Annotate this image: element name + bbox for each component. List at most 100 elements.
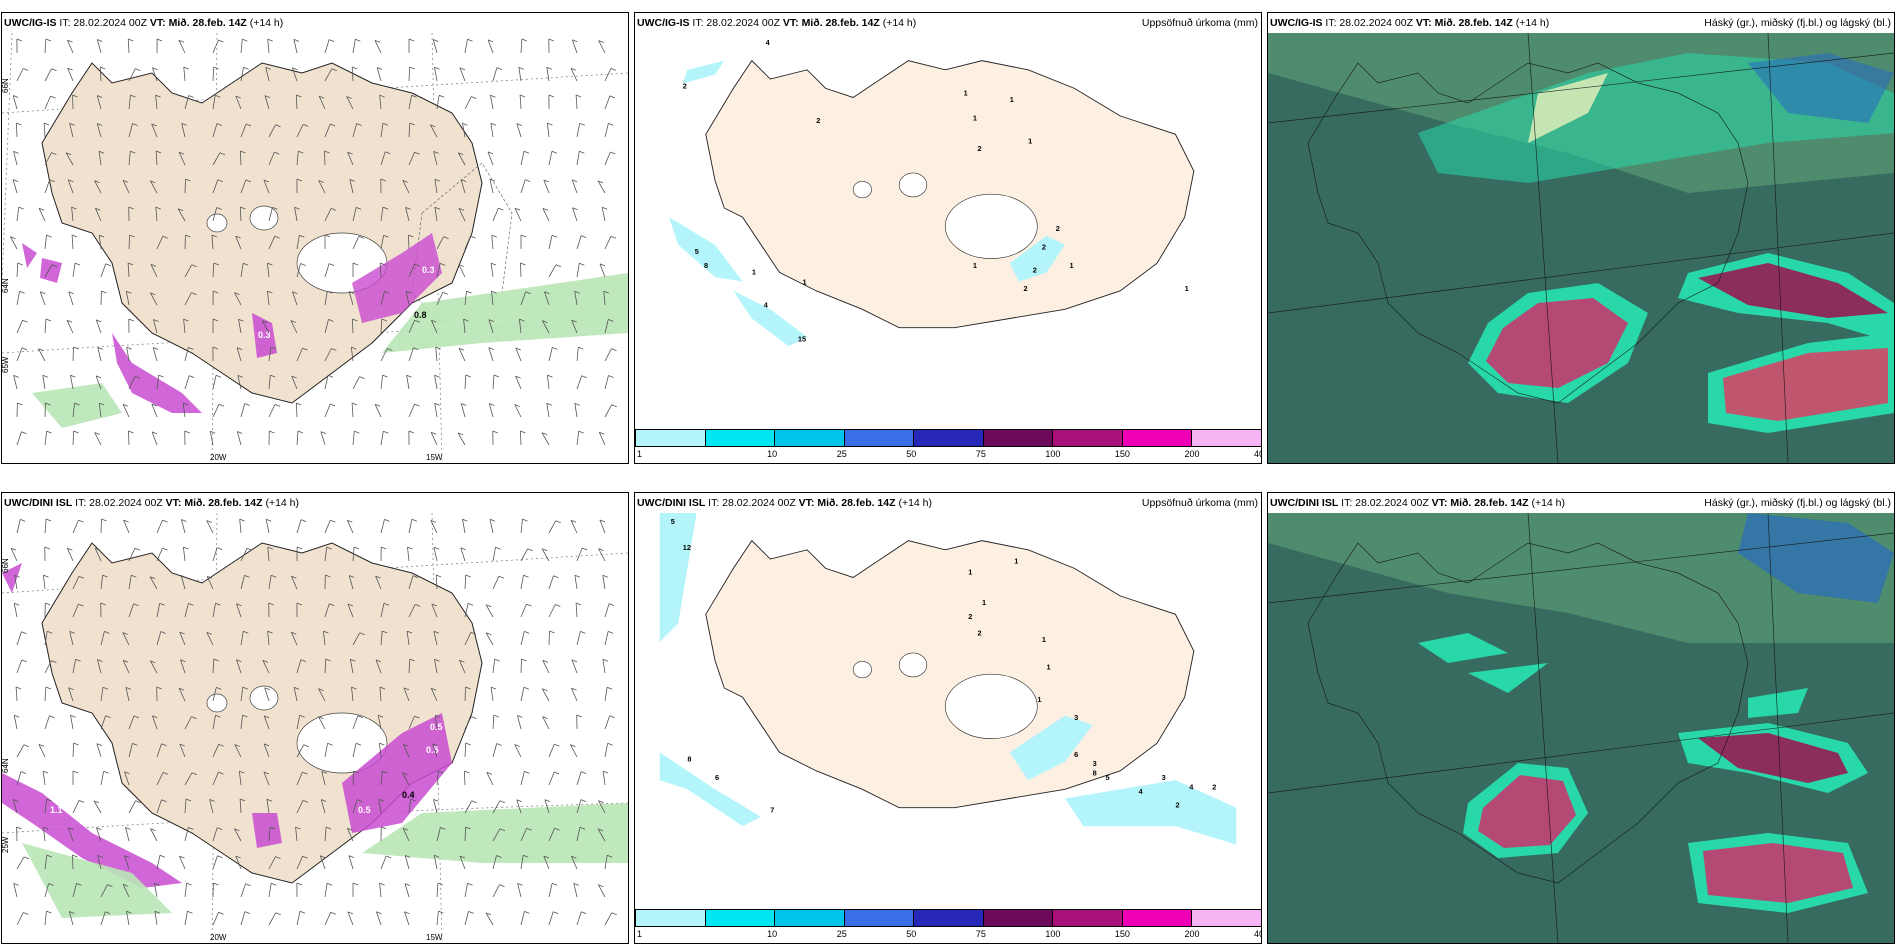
wind-barb xyxy=(184,603,189,618)
wind-barb xyxy=(462,123,466,138)
wind-barb-flag xyxy=(514,744,520,747)
wind-barb-flag xyxy=(541,548,548,552)
wind-barb-flag xyxy=(132,123,138,126)
wind-barb-flag xyxy=(382,122,389,126)
wind-barb-flag xyxy=(355,742,362,746)
wind-barb-flag xyxy=(525,179,531,182)
wind-barb-flag xyxy=(499,800,505,804)
wind-barb xyxy=(100,263,107,278)
wind-barb xyxy=(240,687,244,702)
wind-barb xyxy=(68,687,74,702)
wind-barb xyxy=(122,884,130,898)
wind-barb-flag xyxy=(496,743,502,746)
wind-barb-flag xyxy=(122,403,129,407)
model-name: UWC/DINI ISL xyxy=(637,497,706,509)
wind-barb xyxy=(97,347,102,362)
wind-barb-flag xyxy=(325,658,331,662)
wind-barb-flag xyxy=(212,346,219,350)
wind-barb xyxy=(464,603,469,618)
value-label: 1 xyxy=(1037,695,1041,704)
wind-barb xyxy=(155,150,158,166)
wind-barb-flag xyxy=(239,518,245,522)
wind-barb xyxy=(123,519,130,534)
wind-barb-flag xyxy=(409,66,415,70)
init-time: IT: 28.02.2024 00Z xyxy=(75,497,163,509)
wind-barb-flag xyxy=(302,855,308,859)
wind-barb xyxy=(156,772,164,786)
wind-barb-flag xyxy=(353,546,360,550)
value-label: 1.1 xyxy=(50,805,63,815)
wind-barb-flag xyxy=(184,430,190,434)
wind-barb xyxy=(352,743,357,758)
wind-barb xyxy=(576,347,579,362)
wind-barb xyxy=(180,659,186,674)
wind-barb-flag xyxy=(460,179,467,182)
wind-barb xyxy=(324,319,329,334)
precip-map: 5 12 1 1 1 2 2 1 1 1 3 3 6 8 5 4 3 2 4 2… xyxy=(659,513,1237,878)
panel-header: UWC/DINI ISL IT: 28.02.2024 00Z VT: Mið.… xyxy=(635,493,1261,513)
wind-barb xyxy=(72,742,74,758)
wind-barb xyxy=(268,207,273,222)
wind-barb xyxy=(268,236,276,250)
wind-barb xyxy=(380,519,385,534)
wind-barb-flag xyxy=(571,659,578,663)
wind-barb-flag xyxy=(603,290,609,294)
wind-barb-flag xyxy=(520,430,526,434)
wind-barb xyxy=(235,95,242,110)
wind-barb-flag xyxy=(69,631,75,634)
wind-barb-flag xyxy=(275,912,281,916)
wind-barb-flag xyxy=(465,742,471,746)
wind-barb-flag xyxy=(19,290,25,294)
wind-barb xyxy=(492,743,498,758)
wind-barb-flag xyxy=(296,546,303,550)
wind-barb-flag xyxy=(523,854,529,858)
wind-barb xyxy=(492,828,501,842)
wind-barb-flag xyxy=(599,263,606,267)
wind-barb xyxy=(324,883,328,898)
wind-barb xyxy=(520,548,529,562)
wind-barb-flag xyxy=(572,179,578,183)
wind-barb xyxy=(206,576,214,590)
wind-barb-flag xyxy=(269,826,276,830)
valid-time: Mið. 28.feb. 14Z xyxy=(184,497,263,509)
wind-barb xyxy=(380,318,383,334)
wind-barb-flag xyxy=(152,67,158,71)
wind-barb-flag xyxy=(150,264,157,267)
wind-barb xyxy=(128,234,130,250)
wind-barb-flag xyxy=(99,402,105,406)
wind-barb xyxy=(464,235,471,250)
panel-header: UWC/IG-IS IT: 28.02.2024 00Z VT: Mið. 28… xyxy=(1268,13,1894,33)
wind-barb xyxy=(352,715,359,730)
wind-barb-flag xyxy=(49,715,55,719)
value-label: 0.3 xyxy=(422,265,435,275)
wind-barb xyxy=(348,291,354,306)
wind-barb-flag xyxy=(245,179,252,183)
wind-barb xyxy=(43,575,46,590)
lat-label: 66N xyxy=(2,558,10,573)
wind-barb xyxy=(10,236,18,250)
wind-barb-flag xyxy=(94,432,100,435)
wind-barb xyxy=(488,319,494,334)
cloud-map xyxy=(1268,513,1894,943)
wind-barb xyxy=(571,687,578,702)
wind-barb-flag xyxy=(218,743,224,747)
wind-barb xyxy=(212,855,218,870)
wind-barb-flag xyxy=(67,547,73,551)
wind-barb-flag xyxy=(581,911,587,915)
wind-barb xyxy=(603,291,606,306)
wind-barb-flag xyxy=(520,234,527,238)
wind-barb xyxy=(597,884,606,898)
wind-barb-flag xyxy=(297,430,304,434)
wind-barb xyxy=(65,152,74,166)
wind-barb xyxy=(240,715,243,730)
wind-barb-flag xyxy=(548,94,555,98)
wind-barb xyxy=(38,348,46,362)
wind-barb xyxy=(324,603,330,618)
value-label: 2 xyxy=(1024,284,1028,293)
wind-barb xyxy=(128,68,136,82)
wind-barb xyxy=(487,39,494,54)
wind-barb-flag xyxy=(270,574,277,578)
wind-barb xyxy=(548,151,553,166)
wind-barb-flag xyxy=(609,95,616,99)
wind-barb-flag xyxy=(523,150,530,154)
